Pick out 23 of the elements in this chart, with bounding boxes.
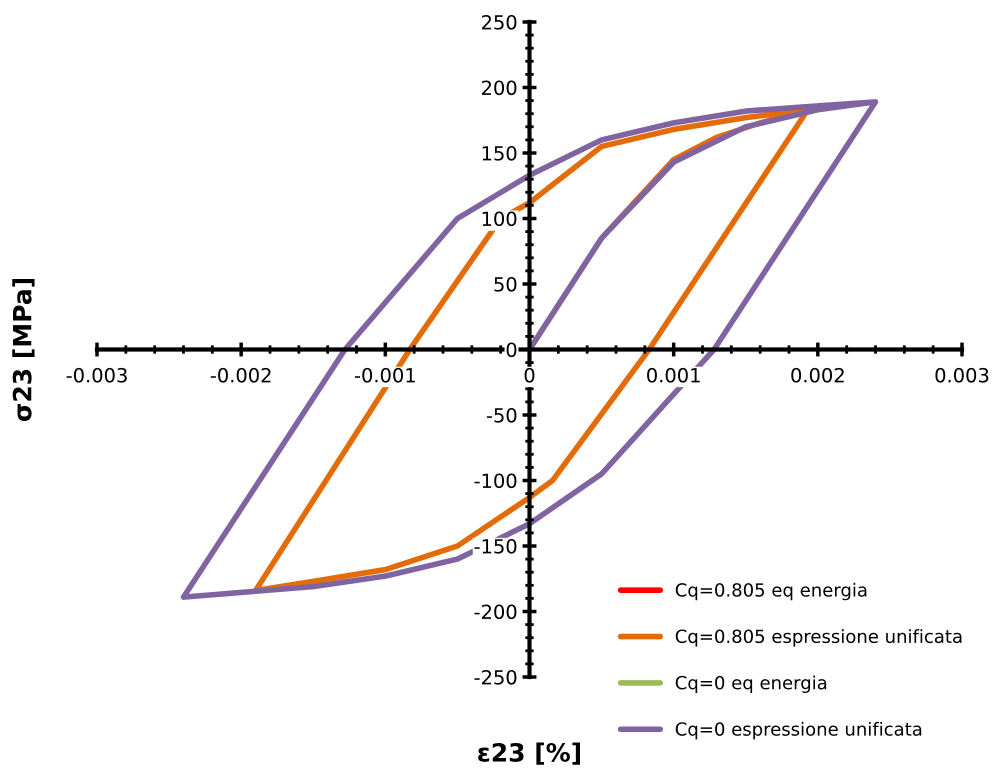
x-tick-label: -0.003	[66, 368, 127, 383]
y-tick-label: -100	[474, 473, 516, 488]
legend-label: Cq=0.805 espressione unificata	[676, 629, 962, 647]
x-axis-title: ε23 [%]	[478, 742, 580, 765]
y-tick-label: 250	[482, 14, 516, 30]
y-tick-label: -250	[474, 670, 516, 685]
x-tick-label: 0.001	[647, 368, 700, 383]
y-tick-label: -200	[474, 604, 516, 620]
legend-label: Cq=0 eq energia	[676, 676, 826, 693]
y-tick-label: -150	[474, 538, 516, 554]
x-tick-label: 0.002	[791, 368, 844, 383]
y-tick-label: 150	[482, 146, 516, 161]
y-tick-label: -50	[486, 408, 516, 423]
x-tick-label: 0	[524, 368, 534, 383]
legend-label: Cq=0 espressione unificata	[676, 722, 922, 740]
x-tick-label: -0.001	[354, 368, 415, 383]
x-tick-label: 0.003	[935, 368, 988, 383]
y-tick-label: 50	[494, 276, 516, 292]
y-tick-label: 200	[482, 80, 516, 96]
y-tick-label: 0	[506, 342, 516, 358]
legend-label: Cq=0.805 eq energia	[676, 582, 866, 600]
y-axis-title: σ23 [MPa]	[12, 279, 35, 422]
x-tick-label: -0.002	[210, 368, 271, 383]
